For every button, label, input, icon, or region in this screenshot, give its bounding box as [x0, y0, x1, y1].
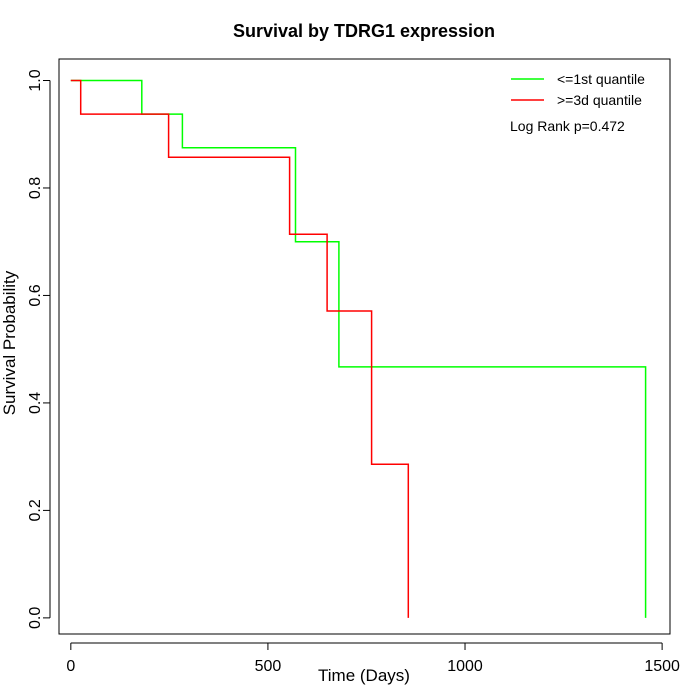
y-tick-label: 0.6 [27, 284, 44, 306]
plot-frame [58, 58, 671, 635]
series-line-low [70, 79, 647, 618]
log-rank-annotation: Log Rank p=0.472 [510, 118, 625, 134]
x-axis: 0 500 1000 1500 [66, 642, 680, 675]
y-tick-label: 0.4 [27, 392, 44, 414]
series-line-high [70, 79, 410, 618]
legend: <=1st quantile >=3d quantile [511, 71, 645, 108]
series-layer [70, 79, 647, 618]
chart-title: Survival by TDRG1 expression [233, 21, 495, 41]
y-axis: 0.0 0.2 0.4 0.6 0.8 1.0 [27, 69, 51, 629]
y-tick-label: 0.0 [27, 607, 44, 629]
x-tick-label: 0 [66, 658, 75, 675]
x-tick-label: 1500 [644, 658, 680, 675]
x-axis-label: Time (Days) [318, 666, 410, 685]
y-axis-label: Survival Probability [0, 270, 19, 415]
legend-label-low: <=1st quantile [557, 71, 645, 87]
legend-label-high: >=3d quantile [557, 92, 642, 108]
y-tick-label: 0.8 [27, 177, 44, 199]
y-tick-label: 1.0 [27, 69, 44, 91]
y-tick-label: 0.2 [27, 499, 44, 521]
x-tick-label: 500 [255, 658, 282, 675]
x-tick-label: 1000 [447, 658, 483, 675]
